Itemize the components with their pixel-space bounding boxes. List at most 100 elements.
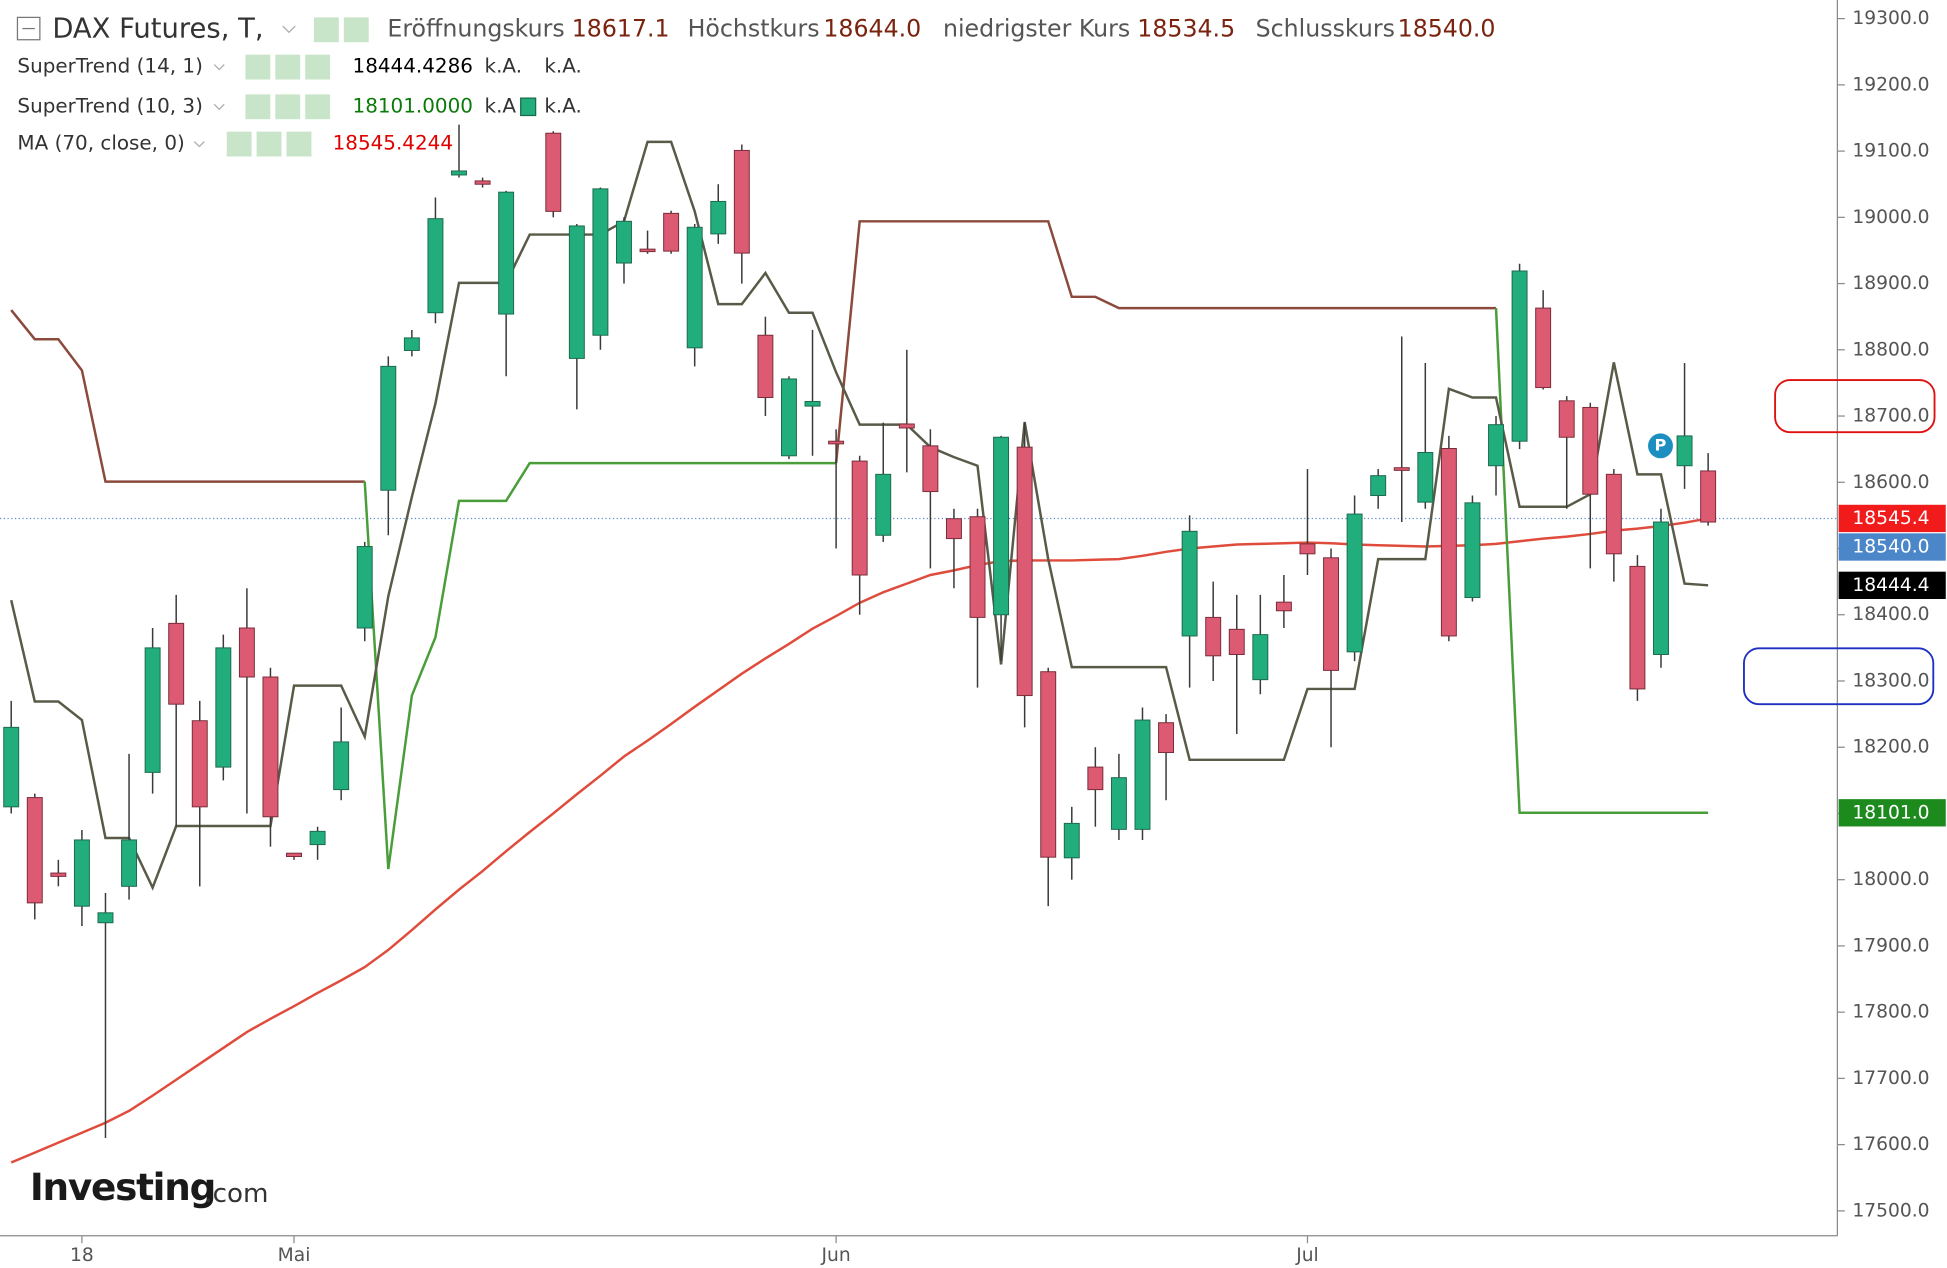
candle-body (474, 180, 491, 185)
indicator-name: SuperTrend (10, 3) (17, 94, 202, 117)
candle-body (828, 440, 845, 445)
legend-value: 18617.1 (572, 14, 670, 42)
candle-body (969, 516, 986, 618)
candle-body (451, 170, 467, 176)
candle-body (1205, 616, 1222, 657)
legend-value: 18534.5 (1137, 14, 1235, 42)
indicator-line (834, 220, 1497, 464)
y-tick-label: 17700.0 (1852, 1068, 1929, 1089)
legend-value: 18644.0 (823, 14, 921, 42)
candle-body (875, 473, 892, 536)
candle-body (686, 226, 703, 349)
y-tick-label: 17900.0 (1852, 935, 1929, 956)
price-tag (1838, 504, 1946, 533)
candle-body (168, 622, 185, 705)
indicator-line (363, 461, 837, 870)
indicator-icon[interactable] (256, 131, 282, 157)
x-tick-label: Mai (278, 1245, 311, 1266)
candle-body (710, 200, 727, 235)
status-square (520, 97, 537, 117)
indicator-icon[interactable] (275, 94, 301, 120)
candle-body (663, 212, 680, 252)
candle-body (1629, 565, 1646, 690)
candle-body (1393, 467, 1410, 471)
candle-body (498, 191, 515, 315)
candle-body (1535, 307, 1552, 389)
candle-body (427, 218, 444, 314)
candle-body (1299, 543, 1316, 555)
indicator-line (9, 140, 1709, 891)
candle-body (1653, 521, 1669, 655)
indicator-icon[interactable] (245, 54, 271, 80)
indicator-name: SuperTrend (14, 1) (17, 55, 202, 78)
candle-body (1158, 722, 1175, 754)
price-tag-label: 18545.4 (1852, 508, 1929, 529)
candle-body (757, 334, 774, 398)
candle-body (898, 423, 915, 429)
annotation-box (1774, 379, 1936, 434)
indicator-name: MA (70, close, 0) (17, 132, 184, 155)
y-tick-label: 18000.0 (1852, 869, 1929, 890)
candle-body (1488, 424, 1504, 467)
logo-suffix: .com (204, 1179, 268, 1209)
y-tick-label: 19200.0 (1852, 74, 1929, 95)
dropdown-caret[interactable] (213, 64, 225, 71)
indicator-icon[interactable] (286, 131, 312, 157)
candle-body (1346, 513, 1363, 653)
candle-body (780, 378, 797, 457)
collapse-icon[interactable] (16, 16, 41, 41)
indicator-line (1494, 308, 1709, 815)
indicator-readout: 18545.4244 (333, 132, 453, 155)
x-tick-label: 18 (70, 1245, 94, 1266)
dropdown-caret[interactable] (193, 141, 205, 148)
header: DAX Futures, T, (16, 13, 369, 44)
candle-body (1040, 671, 1057, 858)
indicator-icon[interactable] (305, 94, 331, 120)
gear-icon[interactable] (343, 17, 369, 43)
indicator-status: k.A. (485, 55, 522, 78)
indicator-icon[interactable] (275, 54, 301, 80)
dropdown-caret[interactable] (213, 103, 225, 111)
candle-body (26, 797, 43, 904)
candle-body (380, 365, 397, 491)
dropdown-caret[interactable] (282, 25, 296, 34)
candle-body (568, 225, 585, 359)
candle-body (616, 220, 632, 264)
price-tag (1838, 533, 1946, 561)
marker-circle (1648, 433, 1673, 459)
y-tick-label: 17800.0 (1852, 1002, 1929, 1023)
candle-body (1417, 451, 1434, 503)
indicator-icon[interactable] (305, 54, 331, 80)
legend-label: niedrigster Kurs (943, 14, 1130, 42)
legend-label: Eröffnungskurs (387, 14, 564, 42)
candle-body (851, 460, 868, 576)
indicator-status: k.A. (544, 94, 581, 117)
candle-body (333, 741, 350, 791)
candle-body (356, 546, 373, 629)
y-tick-label: 18600.0 (1852, 472, 1929, 493)
indicator-readout: 18101.0000 (353, 94, 473, 117)
candle-body (1676, 435, 1693, 467)
indicator-readout: 18444.4286 (353, 55, 473, 78)
indicator-icon[interactable] (226, 131, 252, 157)
candle-body (545, 132, 562, 212)
chart-title: DAX Futures, T, (52, 13, 263, 44)
candle-body (309, 830, 326, 846)
y-tick-label: 18200.0 (1852, 737, 1929, 758)
candle-body (1181, 530, 1198, 637)
candle-body (1063, 822, 1080, 859)
candle-body (1370, 475, 1387, 497)
y-tick-label: 18400.0 (1852, 604, 1929, 625)
candle-body (3, 726, 20, 808)
y-tick-label: 19300.0 (1852, 8, 1929, 29)
candle-body (97, 912, 114, 924)
y-tick-label: 18700.0 (1852, 406, 1929, 427)
candle-body (73, 839, 90, 907)
candle-body (50, 872, 67, 877)
eye-icon[interactable] (313, 17, 339, 43)
candle-body (1252, 634, 1269, 681)
indicator-icon[interactable] (245, 94, 271, 120)
indicator-status: k.A (485, 94, 517, 117)
candle-body (1275, 601, 1292, 612)
candle-body (121, 839, 138, 887)
